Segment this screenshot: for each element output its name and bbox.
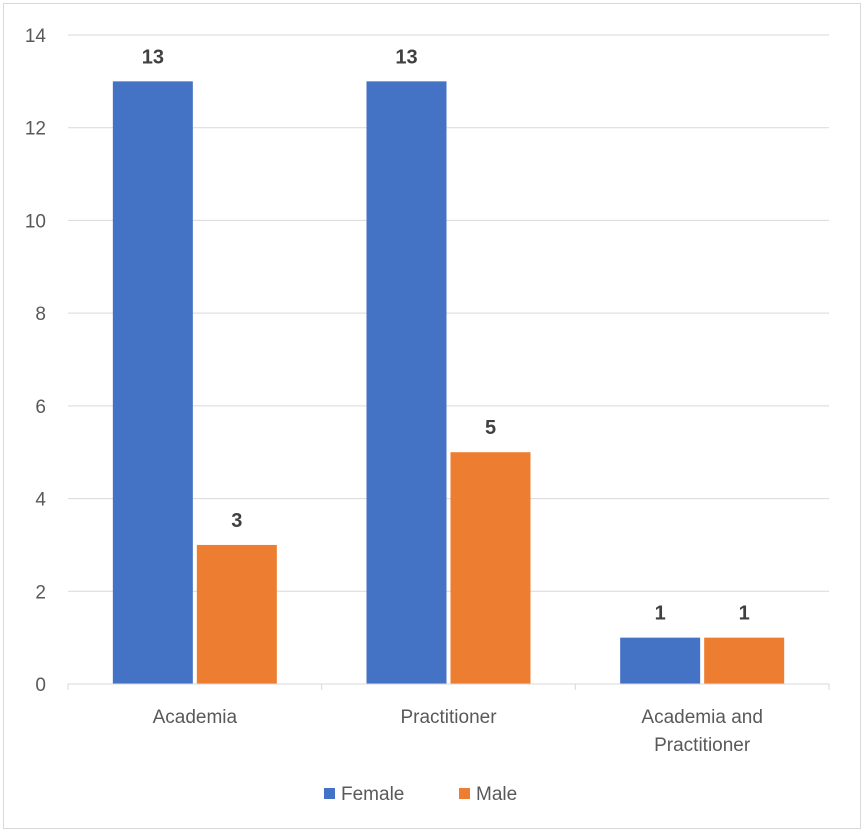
x-category-label: Practitioner xyxy=(400,707,497,728)
data-label-male-1: 5 xyxy=(485,417,496,439)
data-label-female-1: 13 xyxy=(395,46,417,68)
y-tick-label: 12 xyxy=(25,119,46,140)
legend-swatch-female xyxy=(324,788,335,799)
y-tick-label: 0 xyxy=(35,675,46,696)
bar-female-2 xyxy=(620,638,700,684)
x-axis-category-labels: Academia Practitioner Academia and Practiti… xyxy=(153,707,763,756)
x-category-label-line: Academia and xyxy=(641,707,762,728)
legend-swatch-male xyxy=(459,788,470,799)
bar-female-1 xyxy=(367,81,447,684)
bar-male-2 xyxy=(704,638,784,684)
legend: Female Male xyxy=(324,784,517,805)
data-label-female-2: 1 xyxy=(655,603,666,625)
x-category-label-line: Academia xyxy=(153,707,238,728)
bar-female-0 xyxy=(113,81,193,684)
x-category-label: Academia xyxy=(153,707,238,728)
y-tick-label: 14 xyxy=(25,26,47,47)
x-category-label-line: Practitioner xyxy=(400,707,497,728)
x-category-label-line: Practitioner xyxy=(654,735,751,756)
bar-male-1 xyxy=(451,452,531,684)
y-tick-label: 8 xyxy=(35,304,46,325)
legend-label-female: Female xyxy=(341,784,404,805)
data-label-male-0: 3 xyxy=(231,510,242,532)
x-axis xyxy=(68,684,829,690)
bar-male-0 xyxy=(197,545,277,684)
y-tick-label: 2 xyxy=(35,582,46,603)
bars xyxy=(113,81,784,684)
y-tick-label: 10 xyxy=(25,211,46,232)
y-tick-label: 6 xyxy=(35,397,46,418)
data-label-female-0: 13 xyxy=(142,46,164,68)
legend-label-male: Male xyxy=(476,784,517,805)
data-label-male-2: 1 xyxy=(739,603,750,625)
y-axis-tick-labels: 0 2 4 6 8 10 12 14 xyxy=(25,26,47,696)
x-category-label: Academia and Practitioner xyxy=(641,707,762,756)
y-tick-label: 4 xyxy=(35,490,46,511)
